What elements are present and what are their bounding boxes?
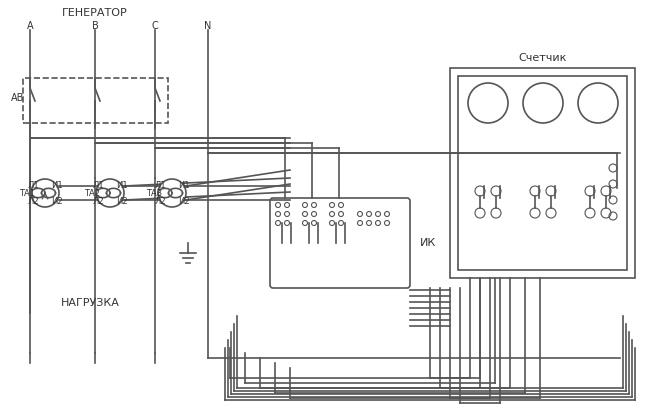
Text: И2: И2 xyxy=(116,197,128,206)
Text: В: В xyxy=(91,21,99,31)
Text: ТА1: ТА1 xyxy=(19,188,35,197)
Text: ТА2: ТА2 xyxy=(84,188,100,197)
Circle shape xyxy=(468,83,508,123)
Circle shape xyxy=(523,83,563,123)
Text: НАГРУЗКА: НАГРУЗКА xyxy=(60,298,120,308)
Text: Л1: Л1 xyxy=(27,180,39,189)
Text: Счетчик: Счетчик xyxy=(518,53,567,63)
Text: Л2: Л2 xyxy=(27,197,39,206)
Text: И2: И2 xyxy=(178,197,190,206)
Text: С: С xyxy=(152,21,158,31)
Bar xyxy=(450,68,635,278)
Text: И1: И1 xyxy=(116,180,128,189)
Circle shape xyxy=(31,179,59,207)
Circle shape xyxy=(96,179,124,207)
Text: И1: И1 xyxy=(51,180,63,189)
Text: АВ: АВ xyxy=(11,93,25,103)
Text: И1: И1 xyxy=(178,180,190,189)
Text: ТА3: ТА3 xyxy=(146,188,162,197)
Text: Л2: Л2 xyxy=(92,197,104,206)
Text: N: N xyxy=(204,21,212,31)
Text: Л2: Л2 xyxy=(154,197,166,206)
Text: Л1: Л1 xyxy=(92,180,104,189)
Text: И2: И2 xyxy=(51,197,63,206)
Bar xyxy=(458,76,627,270)
Circle shape xyxy=(578,83,618,123)
Text: Л1: Л1 xyxy=(154,180,166,189)
Text: А: А xyxy=(27,21,34,31)
Text: ИК: ИК xyxy=(420,238,436,248)
Circle shape xyxy=(158,179,186,207)
Text: ГЕНЕРАТОР: ГЕНЕРАТОР xyxy=(62,8,128,18)
Bar xyxy=(23,78,168,123)
